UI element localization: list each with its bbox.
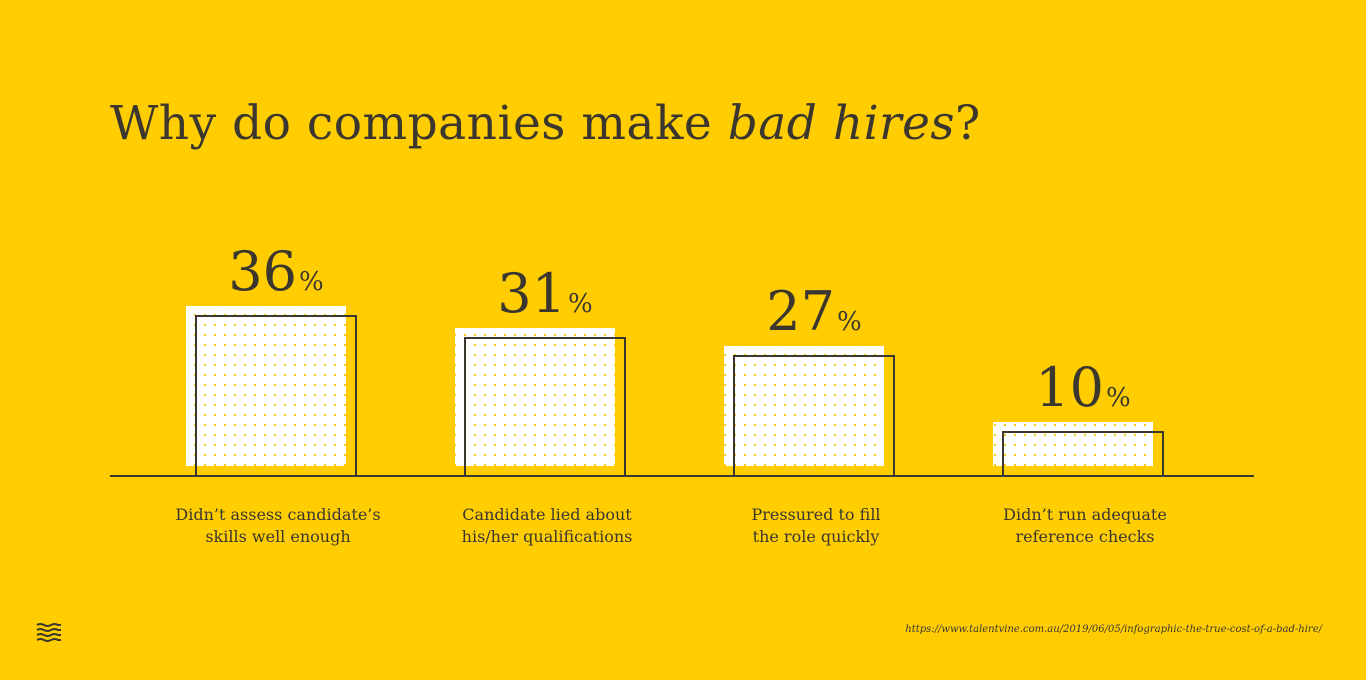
bar-outline: [464, 337, 626, 476]
category-label: Pressured to fill: [751, 505, 880, 524]
bar-value-number: 31: [497, 262, 566, 325]
bar-dot-texture: [186, 306, 346, 466]
bar-value-number: 36: [228, 240, 297, 303]
category-label: Didn’t run adequate: [1003, 505, 1167, 524]
wave-stack-icon: [36, 623, 61, 642]
title-emphasis: bad hires: [727, 96, 956, 151]
bar-value-unit: %: [568, 289, 593, 319]
category-label: the role quickly: [753, 527, 880, 546]
bar-value-unit: %: [1106, 383, 1131, 413]
category-label: skills well enough: [205, 527, 350, 546]
bar-outline: [733, 355, 895, 476]
source-link[interactable]: https://www.talentvine.com.au/2019/06/05…: [905, 624, 1322, 635]
bar-dot-texture: [993, 422, 1153, 466]
bar-value-number: 27: [766, 280, 835, 343]
bar-dot-texture: [455, 328, 615, 466]
bar-outline: [195, 315, 357, 476]
bar-value-label: 36%: [228, 240, 323, 303]
bars-layer: [186, 306, 1164, 476]
labels-layer: 36% Didn’t assess candidate’s skills well …: [175, 240, 1166, 546]
bar-value-unit: %: [837, 307, 862, 337]
category-label: reference checks: [1015, 527, 1154, 546]
bar-value-label: 10%: [1035, 356, 1130, 419]
bar-value-label: 27%: [766, 280, 861, 343]
category-label: Candidate lied about: [462, 505, 632, 524]
bar-dot-texture: [724, 346, 884, 466]
title-suffix: ?: [955, 96, 981, 151]
bar-value-unit: %: [299, 267, 324, 297]
category-label: Didn’t assess candidate’s: [175, 505, 380, 524]
bar-value-label: 31%: [497, 262, 592, 325]
category-label: his/her qualifications: [462, 527, 633, 546]
bar-chart: 36% Didn’t assess candidate’s skills well …: [110, 240, 1254, 546]
page-title: Why do companies make bad hires?: [110, 96, 981, 151]
bar-outline: [1002, 431, 1164, 476]
bar-value-number: 10: [1035, 356, 1104, 419]
title-prefix: Why do companies make: [110, 96, 728, 151]
